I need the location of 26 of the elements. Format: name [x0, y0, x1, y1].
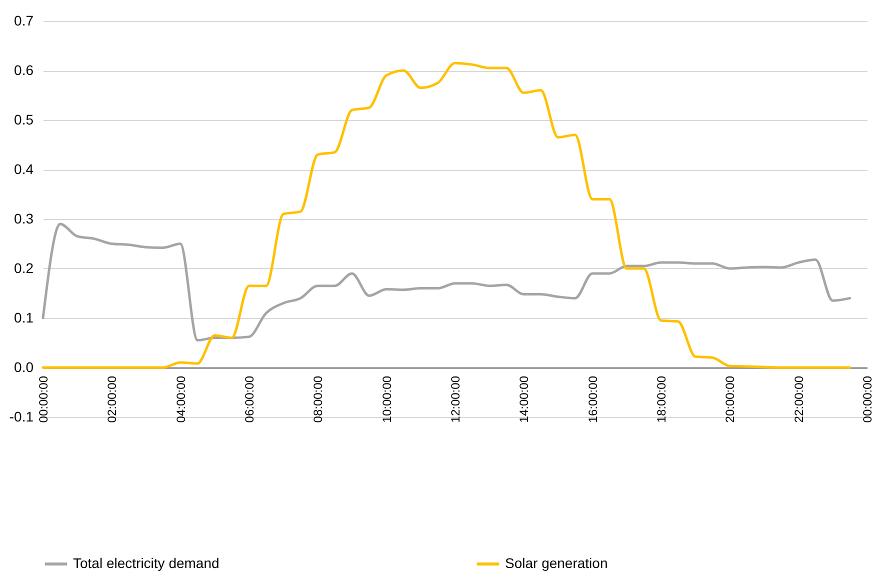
x-tick-label: 00:00:00 — [860, 376, 874, 423]
line-series — [42, 62, 852, 369]
y-tick-label: 0.2 — [14, 260, 34, 276]
line-series — [42, 222, 852, 342]
x-tick-label: 08:00:00 — [311, 376, 326, 423]
x-tick-label: 10:00:00 — [380, 376, 394, 423]
y-tick-label: 0.1 — [14, 310, 34, 326]
y-tick-label: 0.6 — [14, 62, 34, 78]
x-tick-label: 00:00:00 — [36, 376, 50, 423]
x-tick-label: 02:00:00 — [105, 376, 120, 423]
y-tick-label: 0.5 — [14, 112, 34, 128]
x-tick-label: 14:00:00 — [517, 376, 532, 423]
y-tick-label: 0.3 — [14, 210, 34, 226]
y-tick-label: 0.0 — [14, 359, 34, 375]
y-tick-label: 0.4 — [14, 161, 34, 177]
x-tick-label: 04:00:00 — [174, 376, 188, 423]
legend-label: Solar generation — [505, 555, 608, 571]
x-tick-label: 16:00:00 — [586, 376, 600, 423]
x-tick-label: 06:00:00 — [242, 376, 256, 423]
y-tick-label: -0.1 — [9, 408, 34, 424]
x-tick-label: 18:00:00 — [654, 376, 668, 423]
x-tick-label: 12:00:00 — [448, 376, 462, 423]
legend-label: Total electricity demand — [73, 555, 220, 571]
x-tick-label: 22:00:00 — [792, 376, 806, 423]
y-tick-label: 0.7 — [14, 12, 34, 28]
x-tick-label: 20:00:00 — [723, 376, 738, 423]
